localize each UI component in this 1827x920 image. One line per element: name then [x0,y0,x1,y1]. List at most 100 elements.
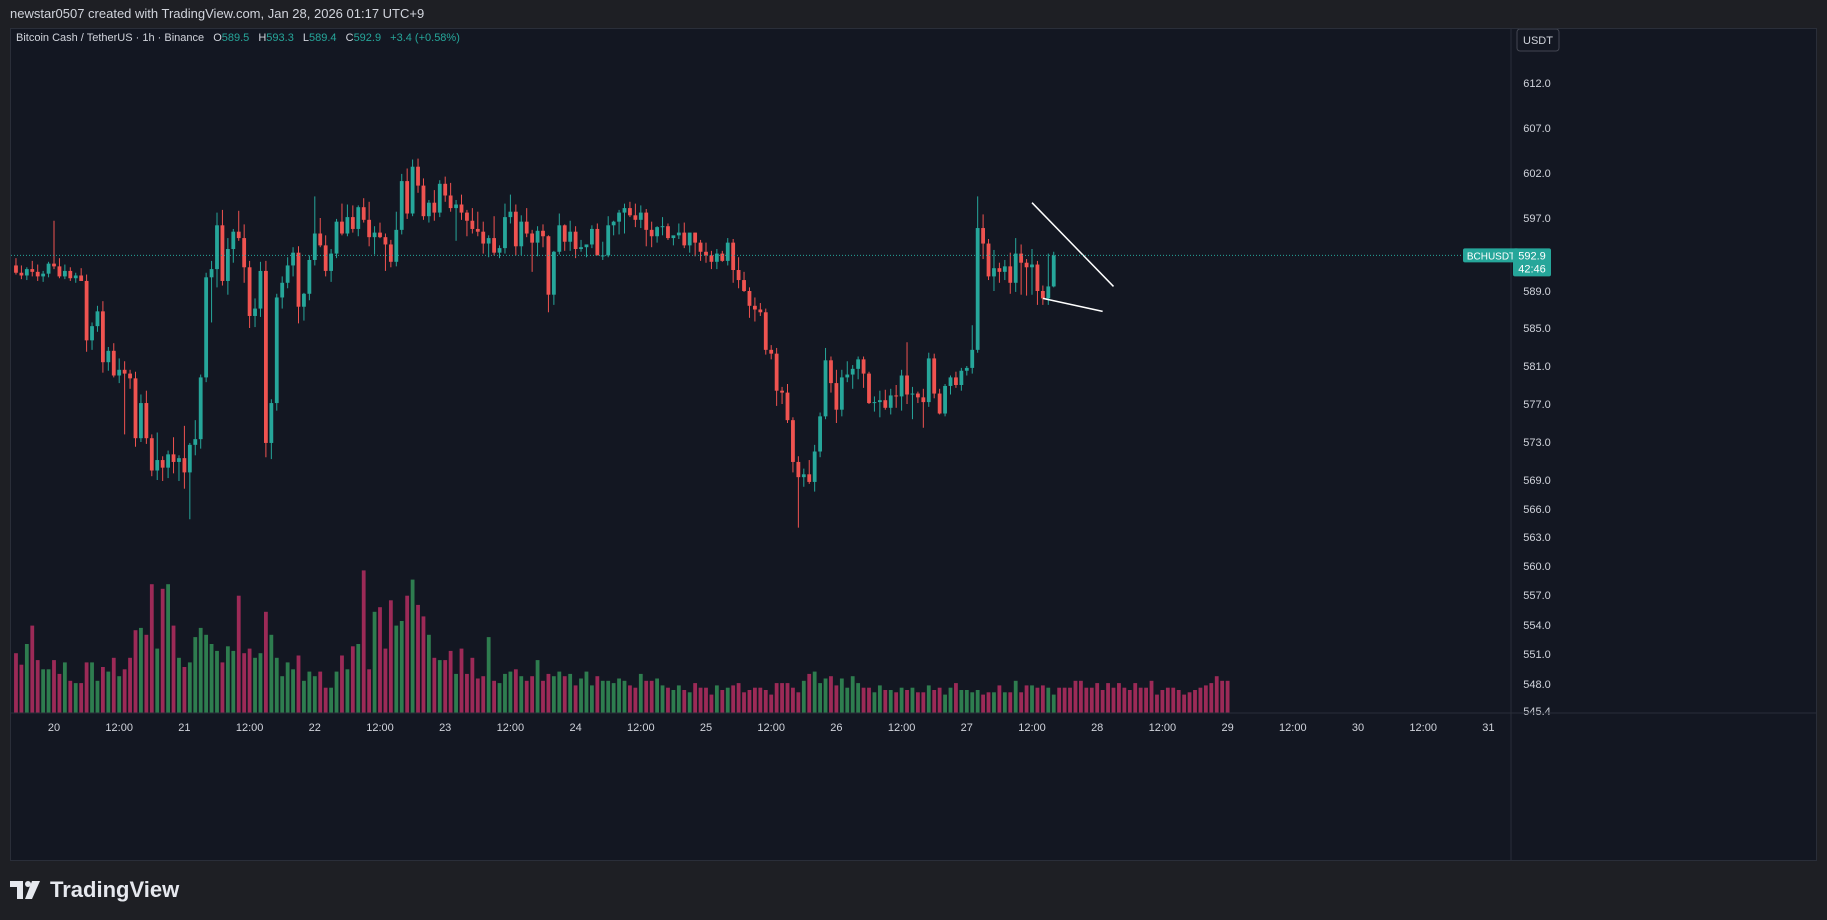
candle-body[interactable] [372,232,377,238]
candle-body[interactable] [638,212,643,220]
candle-body[interactable] [378,232,382,238]
candle-body[interactable] [334,221,339,254]
candle-body[interactable] [312,233,317,260]
candle-body[interactable] [948,377,953,386]
candle-body[interactable] [807,474,812,482]
candle-body[interactable] [437,183,442,213]
candle-body[interactable] [182,458,187,473]
candle-body[interactable] [361,207,366,220]
candle-body[interactable] [68,270,73,279]
candle-body[interactable] [236,231,241,239]
candle-body[interactable] [850,368,855,375]
candle-body[interactable] [606,225,611,256]
candle-body[interactable] [758,309,763,313]
candle-body[interactable] [416,166,420,186]
candle-body[interactable] [291,252,295,266]
candle-body[interactable] [209,269,214,278]
candle-body[interactable] [225,249,230,281]
candle-body[interactable] [742,280,746,291]
candle-body[interactable] [144,403,149,439]
candle-body[interactable] [1002,266,1007,272]
candle-body[interactable] [959,370,964,385]
candle-body[interactable] [763,312,768,350]
candle-body[interactable] [492,238,497,253]
candle-body[interactable] [981,228,986,244]
candle-body[interactable] [524,221,529,234]
candle-body[interactable] [682,232,687,246]
candle-body[interactable] [905,375,909,395]
candle-body[interactable] [253,308,257,316]
candle-body[interactable] [220,225,225,281]
candle-body[interactable] [166,454,171,468]
candle-body[interactable] [274,297,279,404]
candle-body[interactable] [19,272,24,276]
candle-body[interactable] [340,221,344,234]
candle-body[interactable] [14,265,18,273]
candle-body[interactable] [111,350,116,376]
candle-body[interactable] [834,383,839,410]
candle-body[interactable] [470,220,475,229]
candle-body[interactable] [95,311,100,327]
candle-body[interactable] [589,228,594,245]
candle-body[interactable] [475,228,480,232]
trendline[interactable] [1042,297,1103,313]
candle-body[interactable] [736,270,741,281]
price-chart[interactable]: 612.0 607.0 602.0 597.0 589.0 585.0 581.0 577.0… [11,28,1816,860]
candle-body[interactable] [513,211,518,247]
candle-body[interactable] [503,217,507,249]
candle-body[interactable] [323,245,328,271]
candle-body[interactable] [937,393,942,414]
candle-body[interactable] [90,326,94,341]
candle-body[interactable] [856,359,861,369]
candle-body[interactable] [204,277,209,378]
candle-body[interactable] [247,267,252,316]
candle-body[interactable] [573,231,578,250]
candle-body[interactable] [997,268,1002,272]
candle-body[interactable] [899,375,904,397]
candle-body[interactable] [1024,262,1029,268]
candle-body[interactable] [926,358,931,403]
candle-body[interactable] [448,195,453,209]
candle-body[interactable] [84,280,89,341]
candle-body[interactable] [877,400,882,403]
candle-body[interactable] [519,221,524,247]
candle-body[interactable] [508,211,513,218]
candle-body[interactable] [280,282,285,298]
candle-body[interactable] [894,395,899,397]
candle-body[interactable] [231,231,236,250]
candle-body[interactable] [1008,266,1013,283]
candle-body[interactable] [454,204,458,209]
candle-body[interactable] [964,367,969,371]
candle-body[interactable] [285,265,290,283]
candle-body[interactable] [307,259,312,294]
candle-body[interactable] [709,255,714,262]
candle-body[interactable] [774,353,779,391]
candle-body[interactable] [671,235,676,239]
candle-body[interactable] [780,390,784,393]
candle-body[interactable] [986,243,991,277]
candle-body[interactable] [720,253,725,261]
candle-body[interactable] [888,395,893,408]
candle-body[interactable] [818,416,823,452]
candle-body[interactable] [410,166,415,214]
candle-body[interactable] [530,233,535,243]
candle-body[interactable] [133,378,138,439]
candle-body[interactable] [595,228,600,256]
candle-body[interactable] [73,275,78,279]
candlesticks[interactable] [14,158,1056,528]
wedge-pattern[interactable] [1031,202,1115,313]
tradingview-logo[interactable]: TradingView [10,877,179,903]
candle-body[interactable] [394,229,399,262]
candle-body[interactable] [405,181,410,214]
candle-body[interactable] [117,369,122,376]
candle-body[interactable] [698,242,703,252]
candle-body[interactable] [443,183,448,196]
candle-body[interactable] [687,232,692,246]
candle-body[interactable] [198,377,203,440]
chart-frame[interactable]: 612.0 607.0 602.0 597.0 589.0 585.0 581.0 577.0… [10,28,1817,861]
candle-body[interactable] [752,305,757,310]
candle-body[interactable] [622,208,627,213]
candle-body[interactable] [356,207,361,229]
candle-body[interactable] [139,403,143,439]
candle-body[interactable] [481,231,486,244]
